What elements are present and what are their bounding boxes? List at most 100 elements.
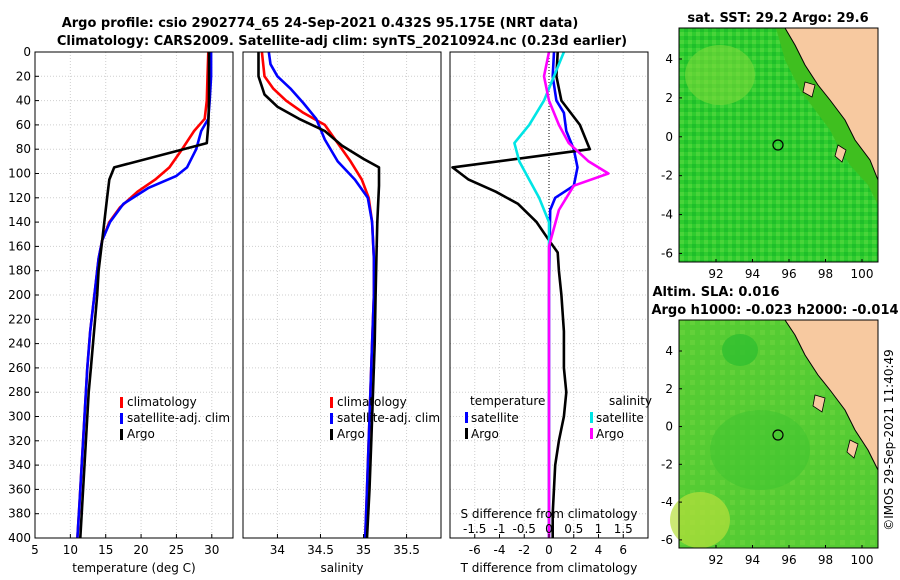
y-tick-label: 80 [16,142,31,156]
x-tick-label: 25 [169,543,184,557]
sla-argo-marker [772,429,784,441]
map-y-tick-label: 2 [665,382,673,396]
salinity-xlabel: salinity [320,561,363,575]
legend-label-satellite: satellite-adj. clim [127,411,230,425]
series-t-argo [451,52,592,538]
s-legend-label-satellite: satellite-adj. clim [337,411,440,425]
s-tick-label: 1.5 [614,522,633,536]
map-x-tick-label: 92 [708,553,723,567]
sst-island [802,81,816,98]
map-y-tick-label: -4 [661,495,673,509]
map-y-tick-label: 0 [665,130,673,144]
sla-map-title2: Argo h1000: -0.023 h2000: -0.014 [651,303,898,318]
s-tick-label: 1 [595,522,603,536]
y-tick-label: 40 [16,94,31,108]
y-tick-label: 160 [8,239,31,253]
legend-swatch-climatology [120,397,123,408]
sst-warm-patch [685,45,755,105]
series-argo [79,52,211,538]
x-tick-label: 35.5 [393,543,420,557]
s-tick-label: -1 [494,522,506,536]
sst-map: sat. SST: 29.2 Argo: 29.6 92 94 96 98 100 4 2 0… [661,11,879,281]
y-tick-label: 240 [8,337,31,351]
x-tick-label: 34.5 [307,543,334,557]
series-satellite-adj-clim [76,52,213,538]
map-y-tick-label: -2 [661,169,673,183]
map-y-tick-label: -6 [661,533,673,547]
y-tick-label: 0 [23,45,31,59]
x-tick-label: 30 [204,543,219,557]
y-tick-label: 260 [8,361,31,375]
sst-map-frame [678,27,879,263]
s-tick-label: -0.5 [513,522,536,536]
x-tick-label: 10 [63,543,78,557]
d-legend-swatch-s-satellite [590,412,593,423]
x-tick-label: 35 [356,543,371,557]
series-argo [257,52,381,538]
legend-temperature-header: temperature [470,394,545,408]
sst-island-2 [834,144,847,163]
legend-swatch-satellite [120,413,123,424]
sla-high-patch [670,492,730,548]
d-legend-swatch-s-argo [590,428,593,439]
map-y-tick-label: -2 [661,457,673,471]
y-tick-label: 380 [8,507,31,521]
y-tick-label: 300 [8,410,31,424]
series-satellite-adj-clim [267,52,376,538]
y-tick-label: 100 [8,167,31,181]
sst-map-title: sat. SST: 29.2 Argo: 29.6 [687,11,868,26]
difference-t-xlabel: T difference from climatology [460,561,638,575]
salinity-panel: 34 34.5 35 35.5 salinity climatology satell… [242,51,442,575]
watermark: ©IMOS 29-Sep-2021 11:40:49 [882,349,896,531]
series-s-argo [542,52,610,538]
map-y-tick-label: 4 [665,344,673,358]
legend-salinity-header: salinity [609,394,652,408]
map-x-tick-label: 92 [708,267,723,281]
map-x-tick-label: 100 [851,553,874,567]
map-y-tick-label: 0 [665,420,673,434]
map-x-tick-label: 96 [781,267,796,281]
x-tick-label: 34 [270,543,285,557]
legend-swatch-argo [120,429,123,440]
salinity-legend: climatology satellite-adj. clim Argo [330,395,440,441]
y-tick-label: 180 [8,264,31,278]
y-tick-label: 120 [8,191,31,205]
y-tick-label: 60 [16,118,31,132]
y-tick-label: 400 [8,531,31,545]
sla-map-frame [678,319,879,549]
y-tick-label: 20 [16,69,31,83]
d-legend-label-s-satellite: satellite [596,411,644,425]
d-legend-label-s-argo: Argo [596,427,624,441]
x-tick-label: 20 [133,543,148,557]
y-tick-label: 320 [8,434,31,448]
sla-map-title1: Altim. SLA: 0.016 [653,285,780,300]
y-tick-label: 200 [8,288,31,302]
s-legend-label-argo: Argo [337,427,365,441]
d-legend-label-t-argo: Argo [471,427,499,441]
title-line1: Argo profile: csio 2902774_65 24-Sep-202… [62,16,579,31]
difference-panel: -6 -4 -2 0 2 4 6 -1.5 -1 -0.5 0 0.5 1 1.5 S differen… [449,51,652,575]
x-tick-label: 2 [570,543,578,557]
salinity-frame [242,51,442,539]
legend-label-climatology: climatology [127,395,197,409]
map-x-tick-label: 100 [851,267,874,281]
sla-island-2 [846,439,859,459]
sla-map: Altim. SLA: 0.016 Argo h1000: -0.023 h20… [651,285,898,567]
x-tick-label: -6 [469,543,481,557]
s-tick-label: 0 [545,522,553,536]
map-x-tick-label: 98 [818,267,833,281]
difference-legend: temperature salinity satellite Argo sate… [465,394,652,441]
s-legend-swatch-climatology [330,397,333,408]
map-y-tick-label: -4 [661,208,673,222]
s-legend-swatch-argo [330,429,333,440]
difference-s-xlabel: S difference from climatology [461,507,638,521]
x-tick-label: -4 [494,543,506,557]
temperature-legend: climatology satellite-adj. clim Argo [120,395,230,441]
s-legend-label-climatology: climatology [337,395,407,409]
y-tick-label: 340 [8,458,31,472]
legend-label-argo: Argo [127,427,155,441]
sla-island [812,394,826,413]
map-y-tick-label: -6 [661,246,673,260]
sla-mid-patch [710,410,810,490]
